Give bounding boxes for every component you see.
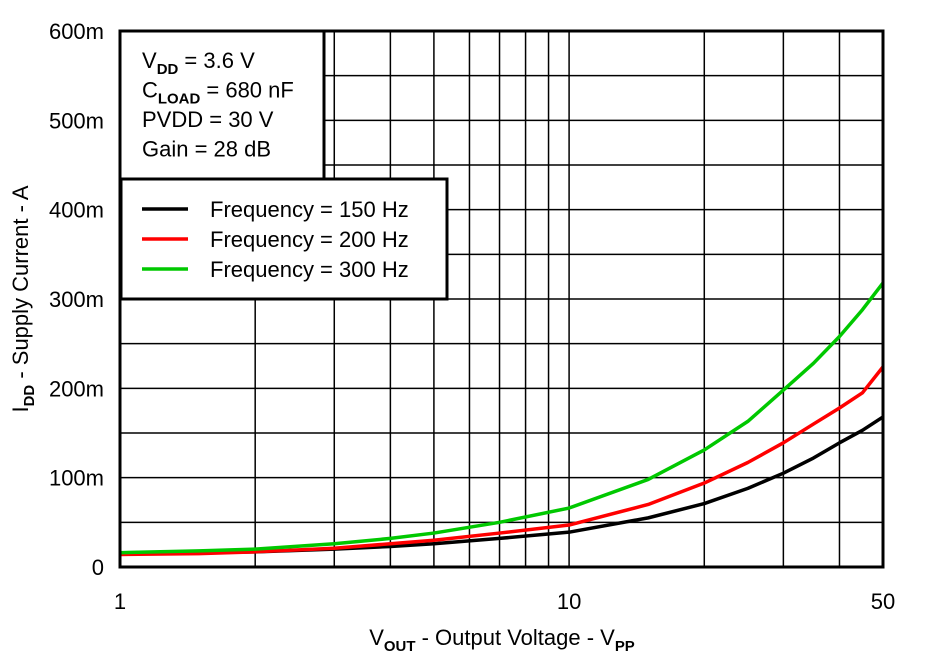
- y-tick-label: 100m: [49, 466, 104, 491]
- y-tick-label: 0: [92, 555, 104, 580]
- annotation-line: VDD = 3.6 V: [142, 48, 255, 78]
- y-tick-label: 300m: [49, 287, 104, 312]
- y-tick-label: 400m: [49, 198, 104, 223]
- tick-labels: 0 100m 200m 300m 400m 500m 600m 1 10 50: [49, 19, 895, 614]
- series-lines: [119, 281, 885, 557]
- y-tick-label: 600m: [49, 19, 104, 44]
- x-tick-label: 1: [114, 589, 126, 614]
- annotation-line: CLOAD = 680 nF: [142, 78, 294, 108]
- annotation-line: PVDD = 30 V: [142, 107, 274, 132]
- legend-label: Frequency = 150 Hz: [210, 197, 409, 222]
- x-tick-label: 10: [557, 589, 581, 614]
- y-axis-label: IDD - Supply Current - A: [8, 185, 38, 412]
- legend: Frequency = 150 Hz Frequency = 200 Hz Freq…: [119, 177, 449, 301]
- annotation-box: [118, 29, 326, 181]
- legend-label: Frequency = 200 Hz: [210, 227, 409, 252]
- legend-label: Frequency = 300 Hz: [210, 257, 409, 282]
- series-line: [119, 365, 885, 557]
- annotation-line: Gain = 28 dB: [142, 137, 271, 162]
- y-tick-label: 500m: [49, 108, 104, 133]
- x-axis-label: VOUT - Output Voltage - VPP: [369, 625, 635, 655]
- series-line: [119, 281, 885, 555]
- x-tick-label: 50: [871, 589, 895, 614]
- y-tick-label: 200m: [49, 376, 104, 401]
